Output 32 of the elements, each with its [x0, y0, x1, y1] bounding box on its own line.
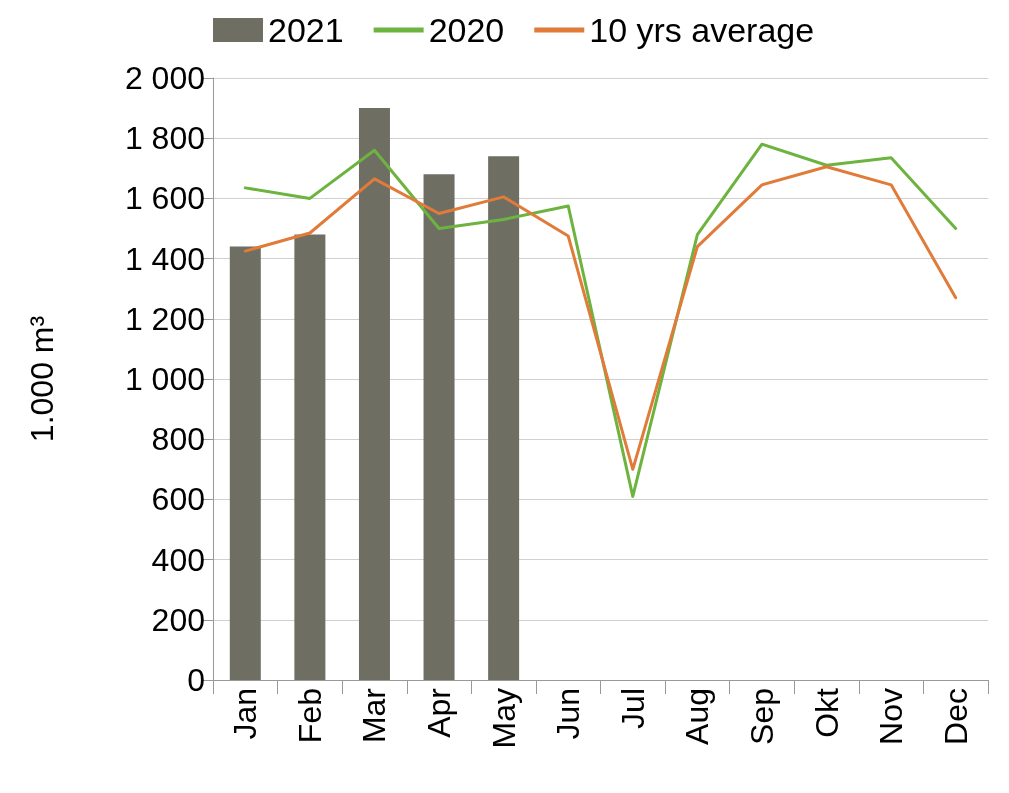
bar [358, 108, 390, 680]
x-tick-label: Jun [550, 688, 587, 740]
x-tick-label: Aug [679, 688, 716, 745]
x-tick-label: Jan [227, 688, 264, 740]
x-tick-label: Nov [873, 688, 910, 745]
x-tick-label: Dec [937, 688, 974, 745]
y-tick-label: 400 [151, 541, 205, 578]
legend-label: 2021 [268, 11, 344, 49]
y-tick-label: 1 800 [124, 120, 205, 157]
y-tick-label: 2 000 [124, 60, 205, 96]
x-tick-label: Jul [614, 688, 651, 729]
x-tick-label: Feb [291, 688, 328, 744]
x-tick-label: Mar [356, 687, 393, 744]
x-tick-label: Apr [421, 687, 458, 738]
bar [229, 246, 261, 680]
y-tick-label: 600 [151, 481, 205, 518]
y-tick-label: 1 000 [124, 361, 205, 397]
bar [488, 156, 520, 680]
y-tick-label: 1 400 [124, 240, 205, 277]
y-tick-label: 800 [151, 421, 205, 458]
x-tick-label: Okt [808, 687, 845, 738]
y-tick-label: 1 200 [124, 300, 205, 337]
bar [294, 234, 326, 680]
y-tick-label: 200 [151, 601, 205, 638]
legend-label: 10 yrs average [589, 11, 815, 49]
x-tick-label: Sep [743, 688, 780, 745]
bar [423, 174, 455, 680]
legend-label: 2020 [428, 11, 505, 49]
y-tick-label: 0 [187, 662, 205, 698]
y-axis-title: 1.000 m³ [24, 315, 60, 443]
y-tick-label: 1 600 [124, 180, 205, 217]
x-tick-label: May [485, 688, 522, 749]
